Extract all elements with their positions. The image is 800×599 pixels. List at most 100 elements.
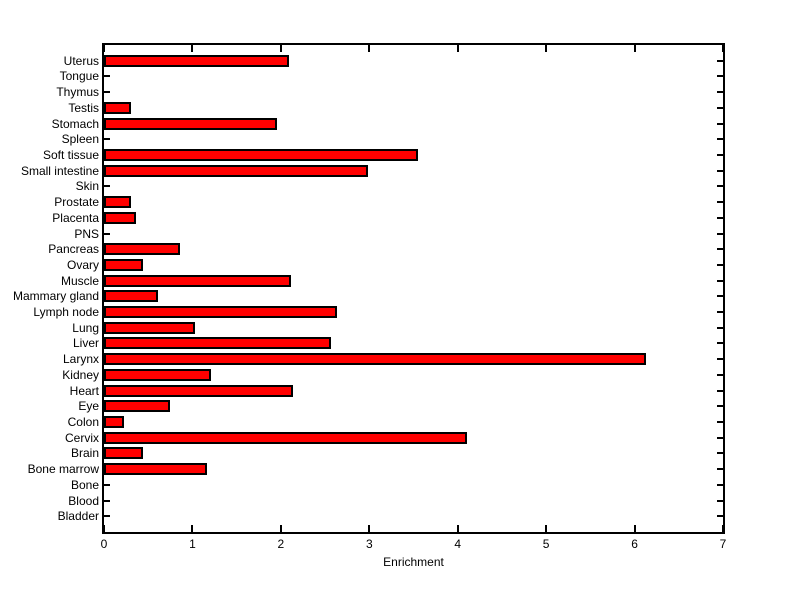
- x-tick-mark-top: [545, 45, 548, 52]
- y-tick-mark-right: [717, 452, 723, 455]
- x-tick-label: 3: [365, 537, 373, 551]
- y-tick-mark-right: [717, 421, 723, 424]
- y-category-label: Bladder: [57, 509, 99, 524]
- y-category-label: Soft tissue: [42, 147, 99, 162]
- y-category-label: Mammary gland: [12, 289, 99, 304]
- y-tick-mark-right: [717, 201, 723, 204]
- bar-stomach: [104, 117, 278, 130]
- y-category-label: Eye: [78, 399, 99, 414]
- y-tick-mark-left: [104, 91, 110, 94]
- bar-kidney: [104, 368, 211, 381]
- bar-soft-tissue: [104, 148, 418, 161]
- y-tick-mark-right: [717, 326, 723, 329]
- y-tick-mark-right: [717, 311, 723, 314]
- y-category-label: Lymph node: [33, 305, 99, 320]
- x-tick-mark-bottom: [633, 525, 636, 532]
- x-tick-mark-bottom: [456, 525, 459, 532]
- y-tick-mark-right: [717, 138, 723, 141]
- y-tick-mark-right: [717, 59, 723, 62]
- y-tick-mark-left: [104, 185, 110, 188]
- bar-eye: [104, 400, 171, 413]
- y-tick-mark-right: [717, 153, 723, 156]
- x-tick-mark-bottom: [191, 525, 194, 532]
- y-tick-mark-right: [717, 342, 723, 345]
- y-category-label: Pancreas: [48, 242, 99, 257]
- y-tick-mark-right: [717, 405, 723, 408]
- y-category-label: Brain: [70, 446, 99, 461]
- y-tick-mark-right: [717, 216, 723, 219]
- y-tick-mark-right: [717, 263, 723, 266]
- y-tick-mark-left: [104, 483, 110, 486]
- y-category-label: Spleen: [61, 132, 99, 147]
- x-tick-mark-top: [191, 45, 194, 52]
- bar-lymph-node: [104, 306, 337, 319]
- y-tick-mark-left: [104, 138, 110, 141]
- x-tick-mark-bottom: [279, 525, 282, 532]
- y-tick-mark-right: [717, 169, 723, 172]
- y-tick-mark-right: [717, 483, 723, 486]
- y-tick-mark-right: [717, 248, 723, 251]
- y-tick-mark-right: [717, 389, 723, 392]
- y-tick-mark-right: [717, 468, 723, 471]
- y-tick-mark-left: [104, 515, 110, 518]
- y-category-label: Heart: [69, 383, 99, 398]
- x-tick-label: 0: [100, 537, 108, 551]
- bar-small-intestine: [104, 164, 369, 177]
- x-axis-title: Enrichment: [383, 555, 444, 569]
- x-tick-label: 4: [454, 537, 462, 551]
- x-tick-label: 6: [631, 537, 638, 551]
- y-category-label: Testis: [68, 100, 99, 115]
- y-category-label: Larynx: [62, 352, 99, 367]
- bar-uterus: [104, 54, 289, 67]
- y-tick-mark-left: [104, 232, 110, 235]
- x-tick-mark-bottom: [368, 525, 371, 532]
- y-category-label: Uterus: [63, 53, 99, 68]
- y-tick-mark-right: [717, 232, 723, 235]
- y-tick-mark-right: [717, 185, 723, 188]
- x-tick-mark-top: [633, 45, 636, 52]
- x-tick-label: 7: [719, 537, 727, 551]
- bar-lung: [104, 321, 196, 334]
- bar-bone-marrow: [104, 463, 207, 476]
- y-tick-mark-right: [717, 91, 723, 94]
- x-tick-mark-top: [368, 45, 371, 52]
- y-category-label: Stomach: [51, 116, 99, 131]
- bar-larynx: [104, 353, 647, 366]
- y-category-label: Blood: [68, 493, 99, 508]
- y-tick-mark-right: [717, 106, 723, 109]
- x-tick-label: 5: [542, 537, 550, 551]
- x-tick-mark-top: [456, 45, 459, 52]
- x-tick-label: 1: [189, 537, 196, 551]
- y-tick-mark-right: [717, 373, 723, 376]
- y-category-label: Liver: [72, 336, 99, 351]
- y-category-label: Bone marrow: [27, 462, 99, 477]
- bar-pancreas: [104, 243, 181, 256]
- y-category-label: Kidney: [62, 367, 99, 382]
- y-category-label: Ovary: [66, 257, 99, 272]
- y-category-label: Colon: [67, 415, 99, 430]
- y-tick-mark-right: [717, 436, 723, 439]
- y-category-label: Skin: [75, 179, 99, 194]
- y-tick-mark-right: [717, 499, 723, 502]
- y-tick-mark-left: [104, 499, 110, 502]
- y-tick-mark-right: [717, 279, 723, 282]
- bar-liver: [104, 337, 332, 350]
- bar-cervix: [104, 431, 467, 444]
- y-tick-mark-right: [717, 515, 723, 518]
- bar-muscle: [104, 274, 291, 287]
- bar-brain: [104, 447, 143, 460]
- x-tick-mark-bottom: [545, 525, 548, 532]
- y-category-label: PNS: [74, 226, 99, 241]
- x-tick-mark-top: [722, 45, 724, 52]
- bar-testis: [104, 101, 132, 114]
- y-tick-mark-right: [717, 75, 723, 78]
- bar-prostate: [104, 196, 132, 209]
- y-tick-mark-left: [104, 75, 110, 78]
- y-category-label: Lung: [72, 320, 99, 335]
- x-tick-mark-bottom: [103, 525, 105, 532]
- y-category-label: Prostate: [54, 195, 99, 210]
- y-tick-mark-right: [717, 295, 723, 298]
- y-category-label: Placenta: [52, 210, 99, 225]
- y-category-label: Thymus: [56, 85, 99, 100]
